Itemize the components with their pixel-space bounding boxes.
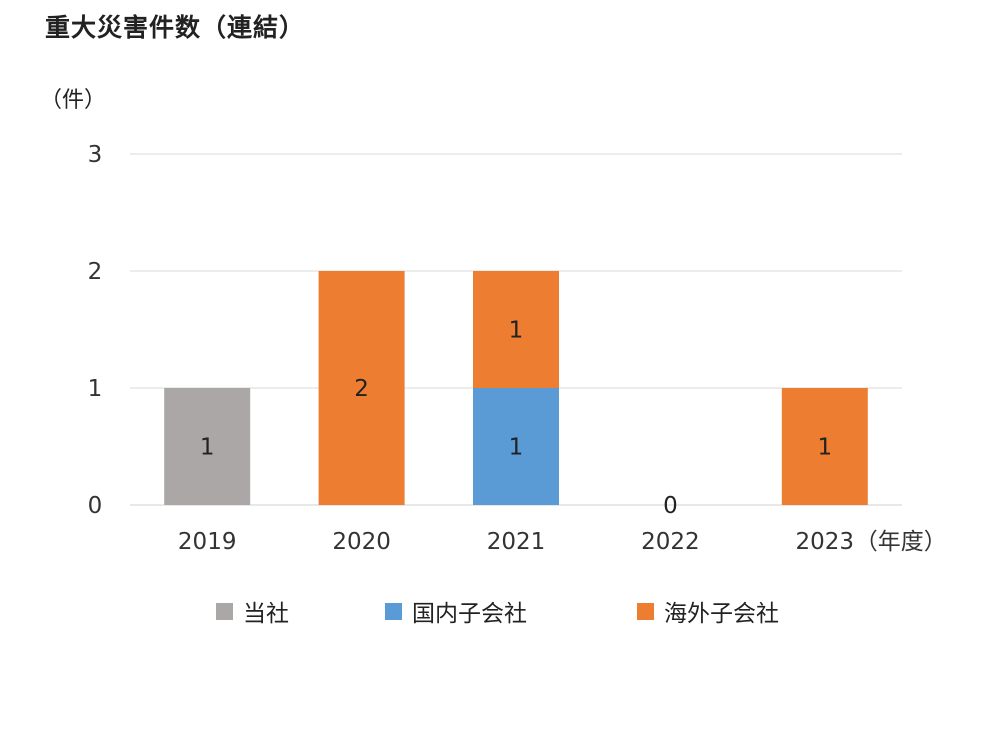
data-label: 0 bbox=[663, 493, 678, 519]
legend-swatch bbox=[385, 602, 402, 620]
bar-segment bbox=[164, 388, 251, 505]
x-tick-label: 2023 bbox=[796, 529, 855, 555]
x-tick-label: 2021 bbox=[487, 529, 546, 555]
legend-item: 国内子会社 bbox=[385, 594, 527, 628]
y-tick-label: 2 bbox=[88, 259, 103, 285]
bar-segment bbox=[473, 388, 559, 505]
data-label: 1 bbox=[509, 318, 524, 344]
chart-title: 重大災害件数（連結） bbox=[45, 13, 306, 42]
x-tick-label: 2022 bbox=[641, 529, 700, 555]
legend-label: 当社 bbox=[243, 601, 289, 627]
x-tick-label: 2019 bbox=[178, 529, 237, 555]
data-label: 1 bbox=[817, 435, 832, 461]
legend-label: 国内子会社 bbox=[412, 601, 527, 627]
x-axis-unit: （年度） bbox=[855, 529, 947, 555]
legend-label: 海外子会社 bbox=[664, 601, 779, 627]
bar-segment bbox=[781, 388, 868, 505]
data-label: 1 bbox=[200, 435, 215, 461]
data-label: 2 bbox=[354, 376, 369, 402]
data-label: 1 bbox=[509, 435, 524, 461]
legend-item: 海外子会社 bbox=[637, 594, 779, 628]
y-tick-label: 3 bbox=[88, 142, 103, 168]
chart-legend: 当社 国内子会社 海外子会社 bbox=[0, 594, 1000, 630]
y-tick-label: 1 bbox=[88, 376, 103, 402]
x-tick-label: 2020 bbox=[332, 529, 391, 555]
bar-segment bbox=[473, 271, 559, 388]
bar-segment bbox=[318, 271, 405, 505]
legend-swatch bbox=[216, 602, 233, 620]
legend-swatch bbox=[637, 602, 654, 620]
y-tick-label: 0 bbox=[88, 493, 103, 519]
y-axis-unit: （件） bbox=[40, 88, 107, 113]
legend-item: 当社 bbox=[216, 594, 289, 628]
